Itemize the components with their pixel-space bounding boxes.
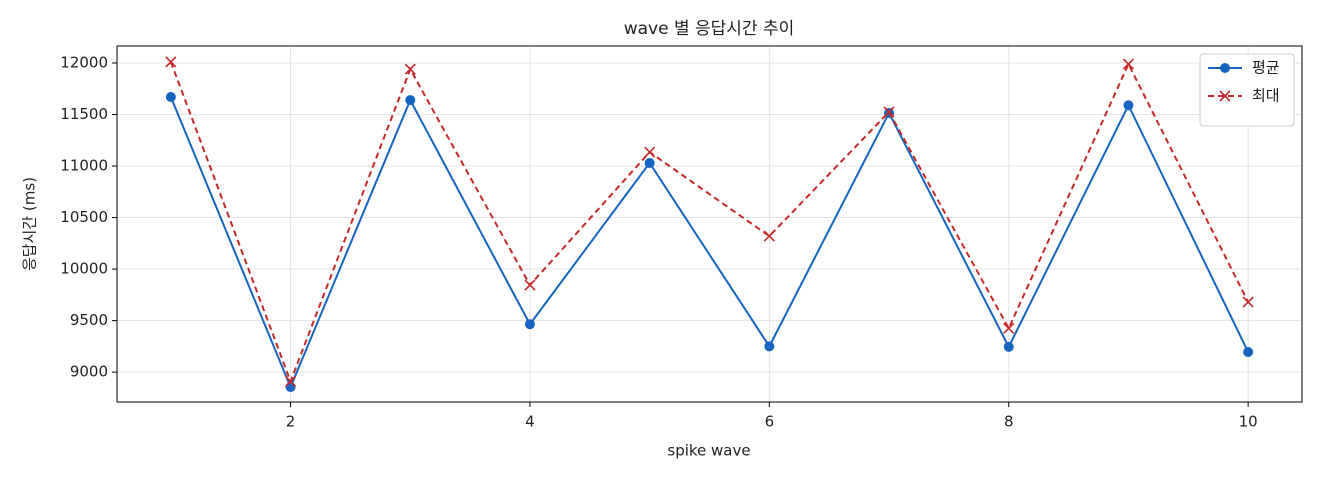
plot-frame — [116, 45, 1303, 403]
y-tick-label: 11000 — [60, 157, 108, 175]
marker — [404, 63, 416, 75]
x-axis-label: spike wave — [667, 442, 750, 460]
marker — [165, 92, 176, 103]
marker — [1003, 322, 1015, 334]
series-line — [169, 61, 1250, 385]
y-tick-label: 10000 — [60, 260, 108, 278]
marker — [883, 106, 895, 118]
x-tick-label: 6 — [765, 413, 775, 431]
marker — [644, 157, 655, 168]
marker — [1123, 100, 1134, 111]
legend-box — [1199, 53, 1295, 127]
y-tick-label: 9000 — [70, 363, 108, 381]
marker — [1243, 347, 1254, 358]
y-tick-label: 12000 — [60, 54, 108, 72]
marker — [165, 56, 177, 68]
chart-title: wave 별 응답시간 추이 — [624, 19, 795, 39]
y-tick-label: 10500 — [60, 208, 108, 226]
x-tick-label: 8 — [1004, 413, 1014, 431]
legend-marker — [1220, 63, 1230, 73]
marker — [763, 230, 775, 242]
x-tick-label: 4 — [525, 413, 535, 431]
legend-marker — [1219, 90, 1231, 102]
y-tick-label: 11500 — [60, 105, 108, 123]
legend-label: 평균 — [1252, 59, 1280, 77]
y-tick-label: 9500 — [70, 311, 108, 329]
marker — [1122, 58, 1135, 70]
marker — [764, 341, 775, 352]
y-axis-label: 응답시간 (ms) — [21, 177, 39, 271]
marker — [1003, 341, 1014, 352]
legend-label: 최대 — [1252, 87, 1280, 105]
marker — [405, 95, 416, 106]
marker — [524, 279, 536, 291]
x-tick-label: 10 — [1239, 413, 1258, 431]
marker — [284, 375, 297, 387]
marker — [524, 319, 535, 330]
marker — [1242, 296, 1254, 308]
marker — [644, 146, 656, 158]
x-tick-label: 2 — [286, 413, 296, 431]
series-line — [169, 96, 1250, 390]
